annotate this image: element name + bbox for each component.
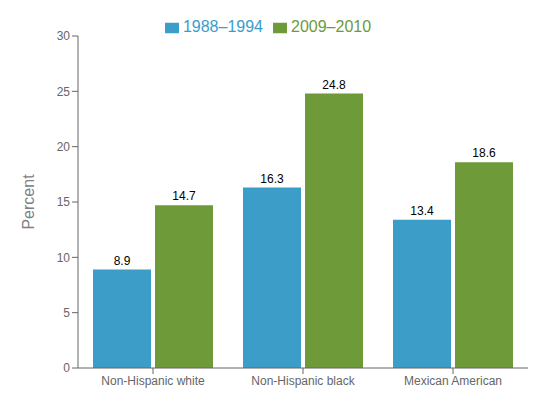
svg-text:Percent: Percent bbox=[20, 174, 37, 230]
svg-text:20: 20 bbox=[57, 140, 71, 154]
svg-text:5: 5 bbox=[63, 306, 70, 320]
svg-text:18.6: 18.6 bbox=[472, 146, 496, 160]
svg-text:15: 15 bbox=[57, 195, 71, 209]
svg-text:25: 25 bbox=[57, 85, 71, 99]
svg-text:30: 30 bbox=[57, 29, 71, 43]
svg-text:14.7: 14.7 bbox=[172, 189, 196, 203]
html-text:2009–2010: 2009–2010 bbox=[291, 18, 372, 35]
svg-text:Non-Hispanic white: Non-Hispanic white bbox=[101, 374, 205, 388]
svg-text:16.3: 16.3 bbox=[260, 172, 284, 186]
svg-text:8.9: 8.9 bbox=[114, 254, 131, 268]
svg-text:10: 10 bbox=[57, 251, 71, 265]
svg-text:Mexican American: Mexican American bbox=[404, 374, 502, 388]
svg-text:Non-Hispanic black: Non-Hispanic black bbox=[251, 374, 355, 388]
svg-text:0: 0 bbox=[63, 361, 70, 375]
svg-text:24.8: 24.8 bbox=[322, 78, 346, 92]
svg-text:13.4: 13.4 bbox=[410, 204, 434, 218]
html-text:1988–1994: 1988–1994 bbox=[182, 18, 263, 35]
